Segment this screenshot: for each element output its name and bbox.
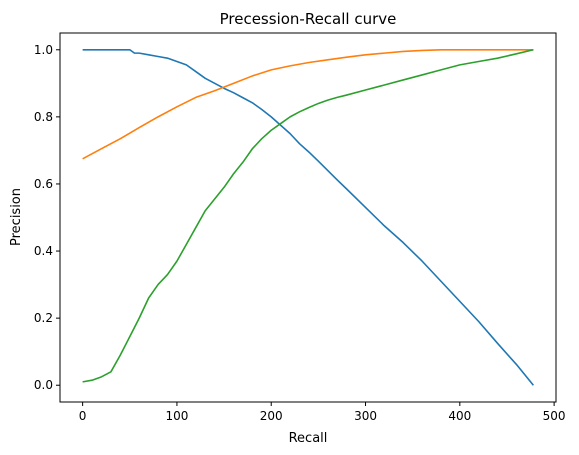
y-tick-label: 0.6 (34, 177, 53, 191)
x-tick-label: 100 (165, 409, 188, 423)
y-tick-label: 0.2 (34, 311, 53, 325)
y-axis-ticks: 0.0 0.2 0.4 0.6 0.8 1.0 (34, 43, 60, 392)
series-line-2 (82, 48, 534, 160)
x-tick-label: 500 (543, 409, 566, 423)
x-tick-label: 0 (79, 409, 87, 423)
x-axis-ticks: 0 100 200 300 400 500 (79, 402, 566, 423)
x-tick-label: 300 (354, 409, 377, 423)
x-axis-label: Recall (289, 431, 328, 446)
y-tick-label: 1.0 (34, 43, 53, 57)
x-tick-label: 400 (448, 409, 471, 423)
y-tick-label: 0.4 (34, 244, 53, 258)
plot-area (59, 32, 557, 403)
plot-frame (59, 32, 557, 403)
y-axis-label: Precision (9, 188, 24, 246)
chart-title: Precession-Recall curve (220, 10, 397, 28)
series-line-1 (82, 48, 534, 386)
series-layer (82, 48, 534, 386)
y-tick-label: 0.8 (34, 110, 53, 124)
y-tick-label: 0.0 (34, 378, 53, 392)
series-line-3 (82, 48, 534, 383)
x-tick-label: 200 (260, 409, 283, 423)
